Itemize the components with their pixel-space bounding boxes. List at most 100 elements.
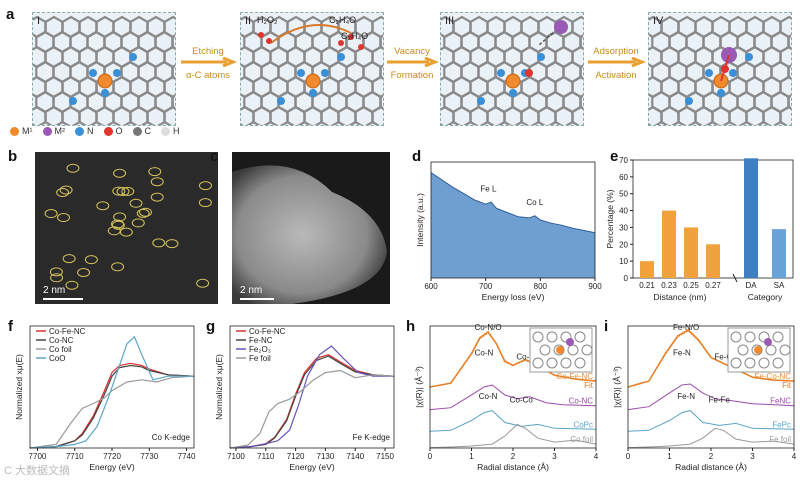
stage-4-box: IV	[648, 12, 792, 126]
step-etching-line1: Etching	[192, 46, 224, 57]
y-axis-label: Normalized xμ(E)	[14, 354, 24, 420]
legend-item: O	[103, 126, 123, 137]
legend-label: M¹	[22, 126, 33, 136]
scale-bar-b	[43, 298, 83, 300]
peak-label: Co-Co	[510, 396, 534, 405]
atom-pair-circle	[148, 167, 162, 177]
oxygen-atom	[266, 38, 272, 44]
stage-3-label: III	[445, 15, 455, 27]
y-tick-label: 40	[619, 207, 628, 216]
x-tick-label: 0	[428, 452, 433, 461]
x-tick-label: 3	[552, 452, 557, 461]
inset-ring	[779, 344, 791, 356]
inset-ring	[581, 344, 593, 356]
peak-label: Fe-Co	[714, 352, 737, 361]
x-axis-label: Radial distance (Å)	[477, 462, 549, 472]
x-tick-label: 7120	[287, 452, 305, 461]
hexagon-ring	[44, 105, 64, 125]
series-label: Fit	[782, 381, 792, 390]
x-tick-label: 900	[588, 282, 602, 291]
series-label: Co foil	[570, 435, 593, 444]
hexagon-ring	[269, 105, 289, 125]
inset-ring	[567, 344, 579, 356]
legend-label: C	[144, 126, 152, 136]
hexagon-ring	[745, 105, 765, 125]
legend-label: Co-Fe-NC	[49, 327, 86, 336]
y-axis-label: Intensity (a.u.)	[415, 193, 425, 247]
hexagon-ring	[779, 105, 791, 125]
category-bar	[744, 158, 758, 278]
nitrogen-atom	[89, 69, 97, 77]
legend-swatch	[103, 127, 113, 137]
stage-3-box: III	[440, 12, 584, 126]
legend-label: Co-NC	[49, 336, 74, 345]
hexagon-ring	[146, 105, 166, 125]
inset-ring	[539, 344, 551, 356]
edge-label: Fe K-edge	[353, 433, 391, 442]
hexagon-ring	[469, 105, 489, 125]
y-axis-label: Percentage (%)	[605, 189, 615, 248]
x-tick-label: 7110	[257, 452, 275, 461]
step-etching-line2: α-C atoms	[185, 70, 231, 81]
hexagon-ring	[694, 105, 714, 125]
x-tick-label: SA	[774, 281, 785, 290]
xanes-series-line	[29, 375, 195, 449]
inset-ring	[532, 357, 544, 369]
hexagon-ring	[452, 105, 472, 125]
x-tick-label: 7720	[103, 452, 121, 461]
hexagon-ring	[728, 105, 748, 125]
series-label: Fe foil	[769, 435, 791, 444]
step-etching: Etching α-C atoms	[178, 46, 238, 81]
axis-break	[732, 273, 738, 283]
x-tick-label: 0.25	[683, 281, 699, 290]
atom-legend: M¹ M² N O C H	[10, 126, 180, 137]
atom-pair-circle	[116, 187, 130, 197]
scale-bar-c	[240, 298, 274, 300]
h2o2-label: H₂O₂	[257, 15, 278, 25]
graphene-lattice-1	[33, 15, 175, 125]
atom-pair-circle	[136, 208, 150, 218]
inset-metal-atom	[556, 346, 564, 354]
oxygen-atom	[721, 65, 729, 73]
nitrogen-atom	[717, 89, 725, 97]
atom-pair-circle	[112, 186, 126, 196]
peak-label: Fe-Fe	[709, 396, 731, 405]
y-tick-label: 50	[619, 190, 628, 199]
atom-pair-circle	[198, 181, 212, 191]
inset-ring	[737, 344, 749, 356]
atom-pair-circle	[121, 186, 135, 196]
scale-label-c: 2 nm	[240, 285, 263, 296]
atom-pair-circle	[96, 201, 110, 211]
x-axis-label-distance: Distance (nm)	[654, 292, 707, 302]
x-tick-label: 700	[479, 282, 493, 291]
legend-item: C	[132, 126, 152, 137]
xanes-series-line	[29, 335, 194, 449]
atom-pair-circle	[198, 198, 212, 208]
metal1-atom	[97, 73, 113, 89]
nitrogen-atom	[745, 53, 753, 61]
exafs-series-line	[627, 330, 795, 388]
inset-ring	[744, 357, 756, 369]
right-arrow-icon	[387, 56, 440, 68]
atom-pair-circle	[150, 192, 164, 202]
legend-swatch	[42, 127, 52, 137]
y-axis-label: |χ(R)| (Å⁻³)	[612, 366, 622, 408]
x-tick-label: 3	[750, 452, 755, 461]
nitrogen-atom	[537, 53, 545, 61]
step-adsorption-line2: Activation	[595, 70, 637, 81]
panel-label-e: e	[610, 148, 619, 165]
hexagon-ring	[486, 105, 506, 125]
y-axis-label: |χ(R)| (Å⁻³)	[414, 366, 424, 408]
x-tick-label: 800	[534, 282, 548, 291]
step-vacancy: Vacancy Formation	[384, 46, 440, 81]
nitrogen-atom	[309, 89, 317, 97]
exafs-series-line	[429, 332, 597, 388]
graphene-lattice-4	[649, 15, 791, 125]
atom-pair-circle	[196, 278, 210, 288]
graphene-lattice-3	[441, 15, 583, 125]
edge-label: Co K-edge	[152, 433, 191, 442]
distance-bar	[706, 244, 720, 278]
oxygen-atom	[358, 44, 364, 50]
stage-4-label: IV	[653, 15, 664, 27]
